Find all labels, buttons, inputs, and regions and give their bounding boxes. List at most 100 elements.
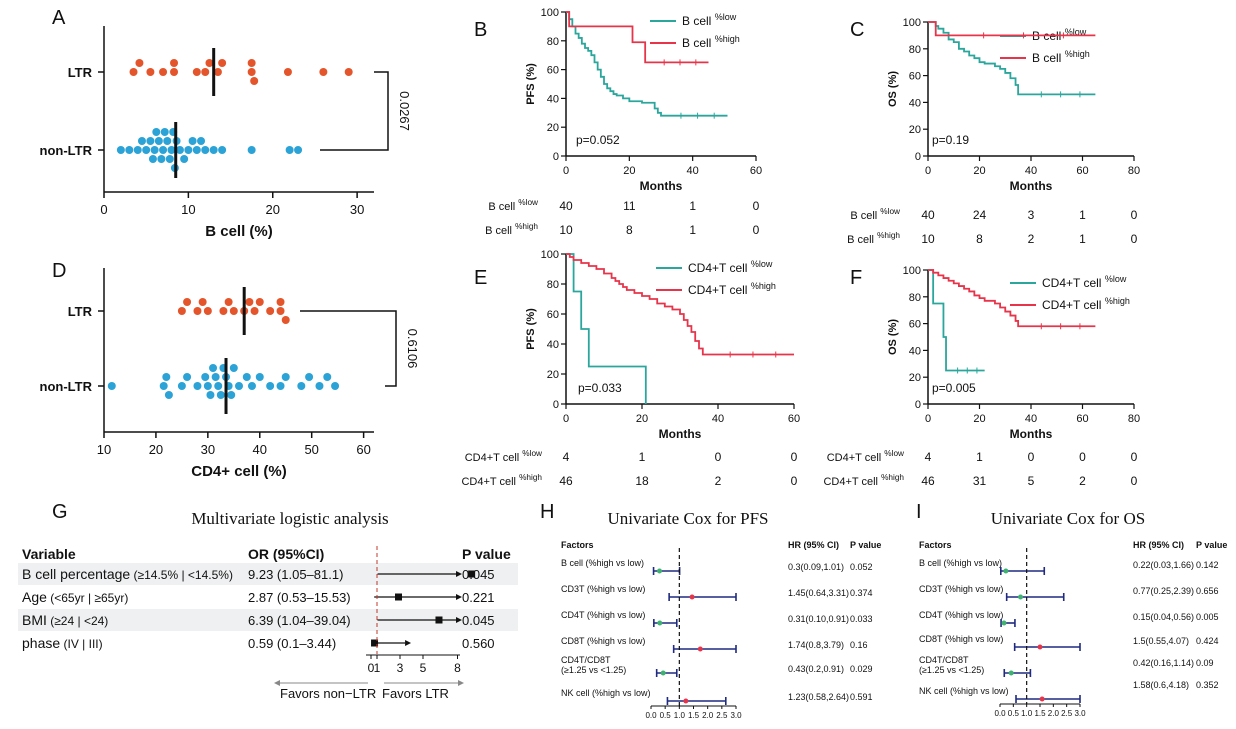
- data-point-ltr: [250, 77, 259, 85]
- y-tick-label: 40: [547, 93, 559, 105]
- y-tick-label: 20: [547, 122, 559, 134]
- legend-label: CD4+T cell %low: [1042, 274, 1127, 290]
- factor-label: CD3T (%high vs low): [919, 584, 1003, 594]
- risk-count: 1: [689, 199, 696, 213]
- risk-count: 1: [1079, 208, 1086, 222]
- data-point-non-ltr: [297, 382, 306, 390]
- x-tick-label: 20: [149, 442, 163, 457]
- panel-letter-E: E: [474, 267, 487, 289]
- hr-estimate: [1018, 594, 1024, 600]
- data-point-non-ltr: [315, 382, 324, 390]
- data-point-non-ltr: [167, 146, 176, 154]
- x-tick-label: 2.5: [716, 711, 728, 720]
- panel-letter-F: F: [850, 267, 862, 289]
- data-point-non-ltr: [146, 137, 155, 145]
- hr-value: 0.42(0.16,1.14): [1133, 658, 1194, 668]
- risk-count: 1: [976, 450, 983, 464]
- x-tick-label: 0.5: [660, 711, 672, 720]
- data-point-non-ltr: [157, 155, 166, 163]
- data-point-ltr: [344, 68, 353, 76]
- hr-estimate: [683, 698, 689, 704]
- x-tick-label: 20: [973, 165, 985, 177]
- survival-curve-0: [566, 253, 647, 404]
- data-point-non-ltr: [227, 391, 236, 399]
- or-estimate: [468, 570, 476, 578]
- risk-count: 1: [689, 223, 696, 237]
- x-tick-label: 10: [181, 202, 195, 217]
- p-value: 0.045: [462, 613, 495, 628]
- x-tick-label: 0.0: [645, 711, 657, 720]
- y-tick-label: 80: [547, 279, 559, 291]
- p-value: 0.656: [1196, 586, 1219, 596]
- x-tick-label: 10: [97, 442, 111, 457]
- risk-count: 46: [921, 474, 935, 488]
- data-point-ltr: [276, 298, 285, 306]
- x-tick-label: 0: [925, 413, 931, 425]
- y-tick-label: 80: [547, 36, 559, 48]
- x-tick-label: 1: [374, 661, 381, 675]
- legend-label: B cell %high: [682, 34, 740, 50]
- x-tick-label: 80: [1128, 165, 1140, 177]
- data-point-non-ltr: [184, 146, 193, 154]
- row-shade: [18, 563, 518, 585]
- risk-count: 1: [1079, 232, 1086, 246]
- p-value-label: 0.6106: [405, 329, 420, 369]
- data-point-ltr: [219, 307, 228, 315]
- data-point-ltr: [135, 59, 144, 67]
- factor-label: CD4T/CD8T: [919, 655, 969, 665]
- y-tick-label: 60: [909, 319, 921, 331]
- ci-arrow: [456, 617, 462, 623]
- x-tick-label: 40: [712, 413, 724, 425]
- y-axis-title: OS (%): [887, 319, 899, 355]
- x-tick-label: 0.5: [1008, 709, 1020, 718]
- x-tick-label: 0: [563, 413, 569, 425]
- data-point-non-ltr: [159, 382, 168, 390]
- y-axis-title: PFS (%): [525, 308, 537, 350]
- or-value: 2.87 (0.53–15.53): [248, 590, 351, 605]
- x-tick-label: 20: [973, 413, 985, 425]
- data-point-non-ltr: [209, 146, 218, 154]
- data-point-non-ltr: [305, 373, 314, 381]
- row-shade: [18, 609, 518, 631]
- data-point-ltr: [159, 68, 168, 76]
- legend-label: CD4+T cell %low: [688, 259, 773, 275]
- x-tick-label: 60: [1076, 165, 1088, 177]
- x-tick-label: 40: [1025, 413, 1037, 425]
- y-tick-label: 60: [547, 309, 559, 321]
- variable-label: Age (<65yr | ≥65yr): [22, 589, 128, 605]
- data-point-non-ltr: [188, 137, 197, 145]
- favor-left-label: Favors non−LTR: [280, 686, 376, 701]
- y-tick-label: 0: [553, 399, 559, 411]
- data-point-non-ltr: [116, 146, 125, 154]
- data-point-non-ltr: [218, 146, 227, 154]
- data-point-ltr: [170, 68, 179, 76]
- x-tick-label: 20: [636, 413, 648, 425]
- x-tick-label: 3: [397, 661, 404, 675]
- hr-estimate: [1001, 620, 1007, 626]
- x-axis-title: Months: [659, 427, 702, 441]
- data-point-ltr: [146, 68, 155, 76]
- data-point-ltr: [250, 307, 259, 315]
- risk-count: 10: [921, 232, 935, 246]
- risk-count: 24: [973, 208, 987, 222]
- factor-label: CD3T (%high vs low): [561, 584, 645, 594]
- hr-estimate: [689, 594, 695, 600]
- survival-curve-0: [566, 11, 728, 117]
- data-point-non-ltr: [235, 382, 243, 390]
- favor-arrowhead: [458, 680, 464, 686]
- group-label-1: non-LTR: [40, 379, 93, 394]
- data-point-non-ltr: [197, 137, 206, 145]
- data-point-non-ltr: [183, 373, 192, 381]
- data-point-non-ltr: [201, 146, 210, 154]
- hr-estimate: [1003, 568, 1009, 574]
- risk-row-label: CD4+T cell %high: [461, 473, 542, 488]
- data-point-non-ltr: [177, 382, 186, 390]
- data-point-non-ltr: [266, 382, 275, 390]
- header-factors: Factors: [561, 540, 594, 550]
- data-point-non-ltr: [281, 373, 290, 381]
- risk-count: 0: [1131, 208, 1138, 222]
- header-p-value: P value: [1196, 540, 1227, 550]
- risk-count: 8: [976, 232, 983, 246]
- risk-count: 1: [639, 450, 646, 464]
- risk-row-label: B cell %high: [485, 222, 538, 237]
